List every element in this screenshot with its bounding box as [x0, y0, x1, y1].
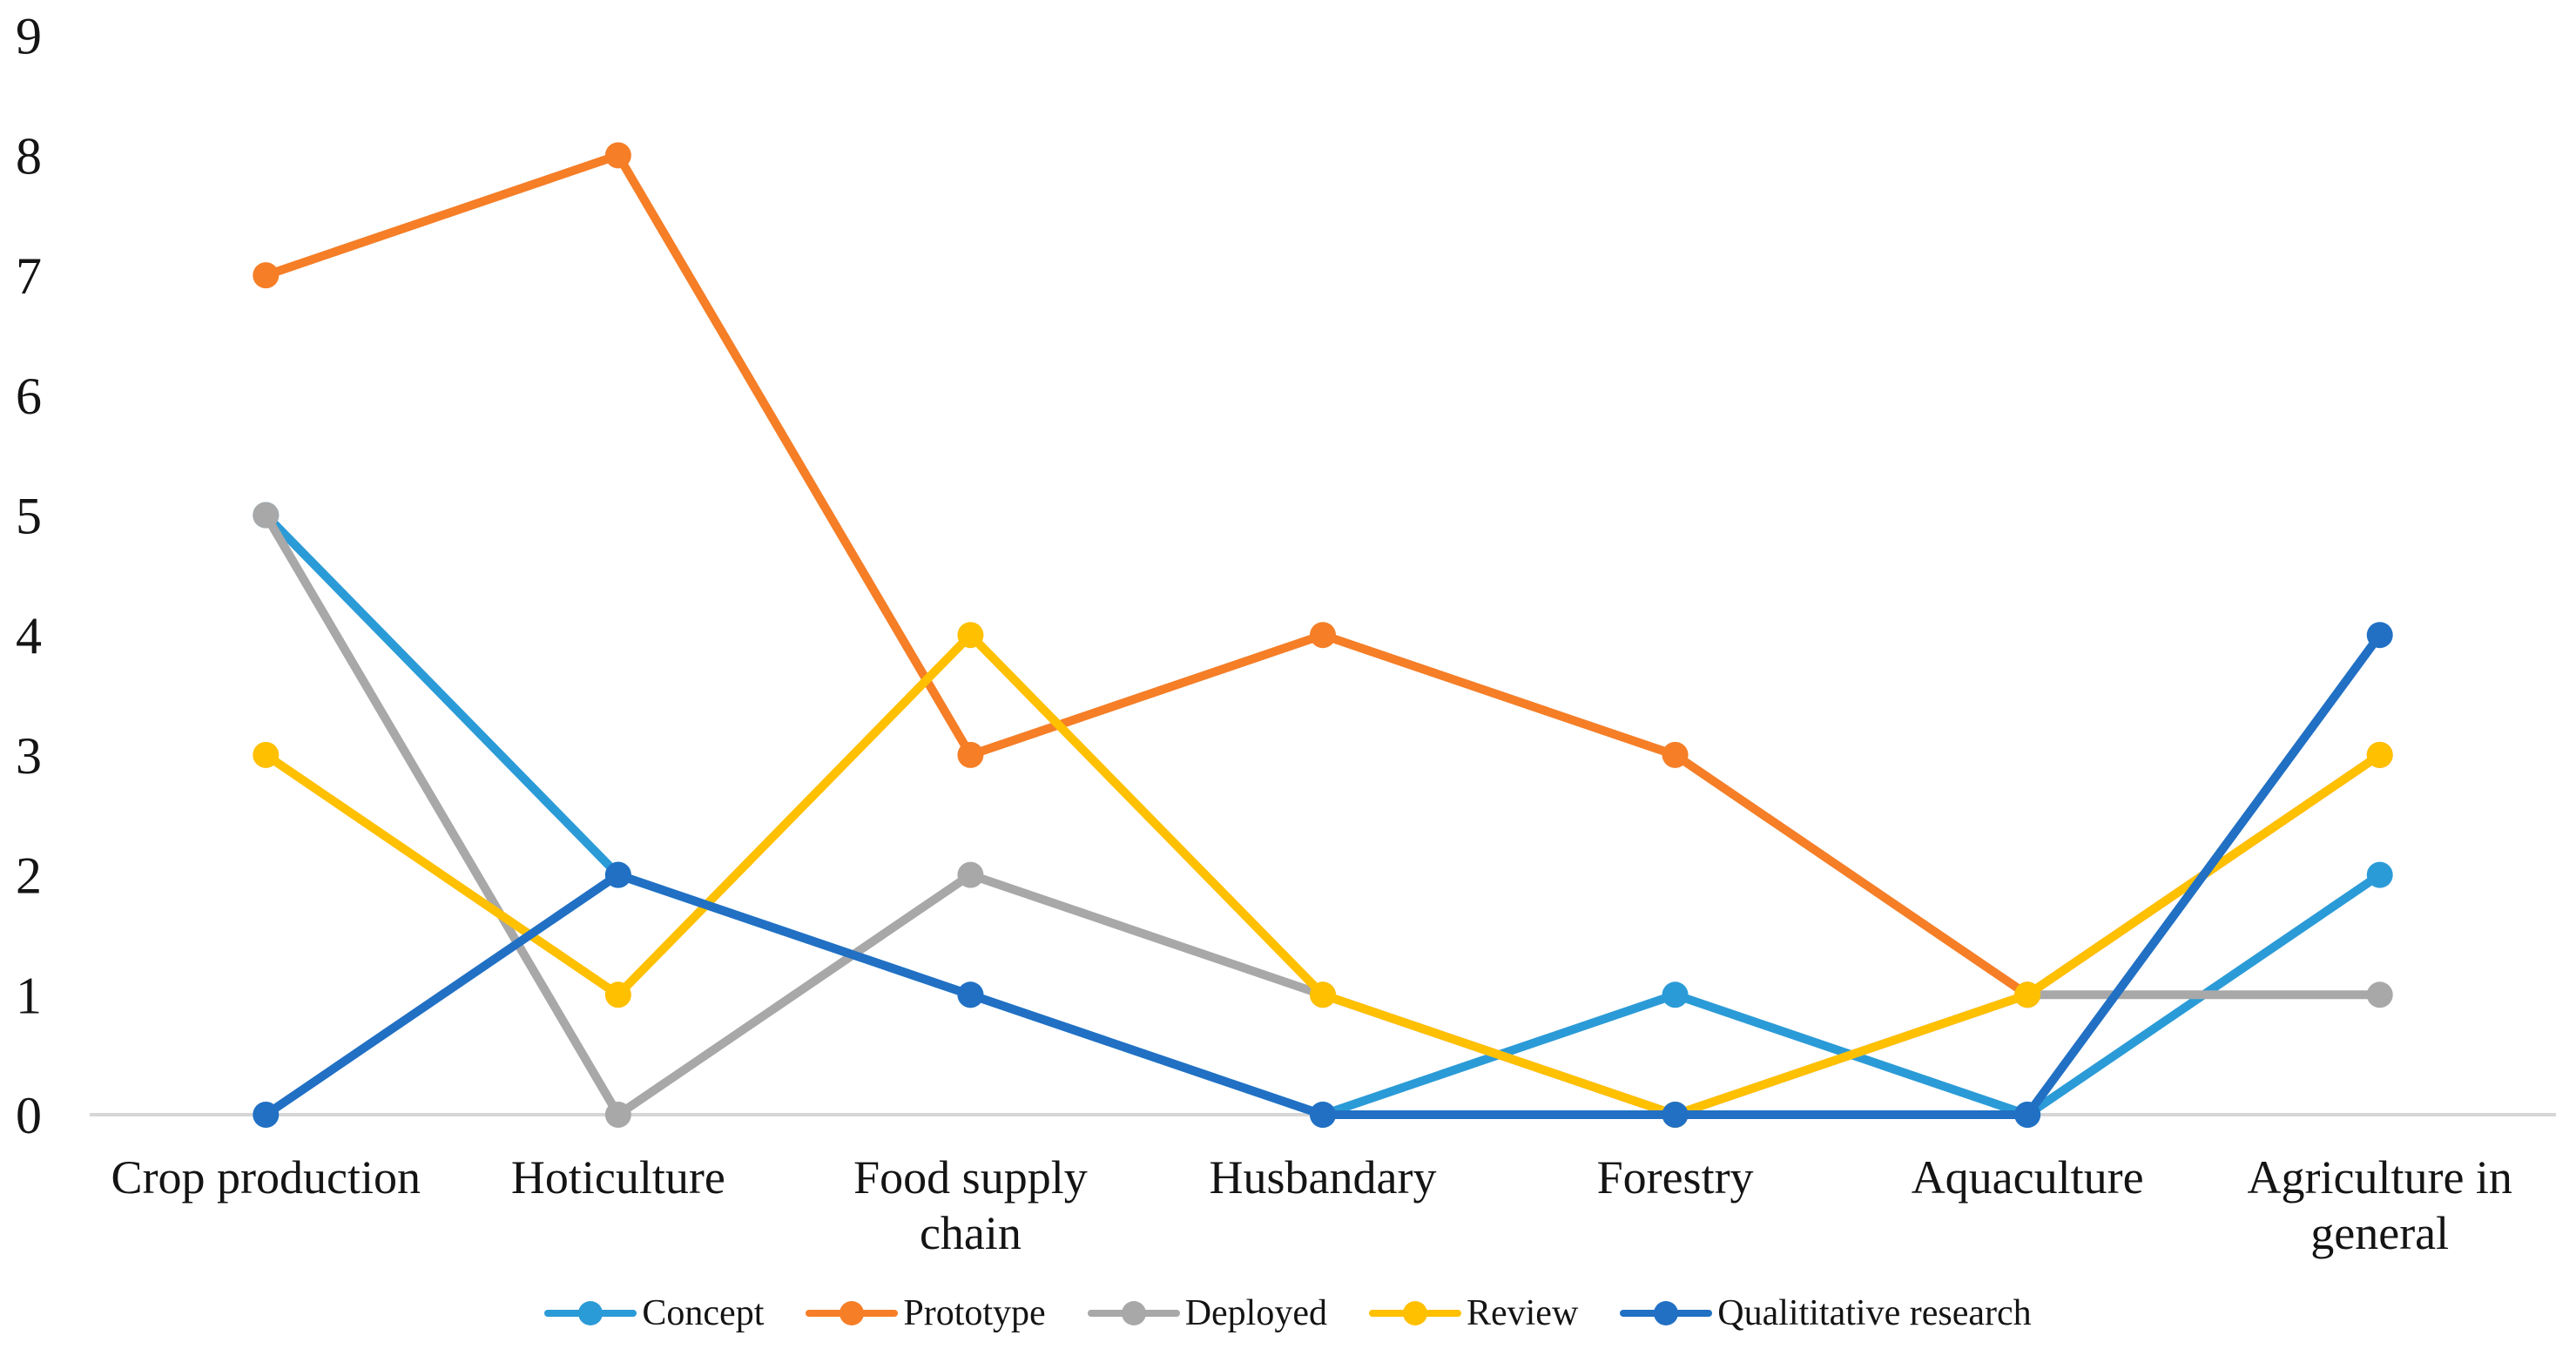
series-point-review-0	[253, 741, 280, 768]
chart-legend: Concept Prototype Deployed Review Qualititat…	[0, 1292, 2576, 1334]
series-point-concept-4	[1662, 981, 1689, 1008]
legend-marker-review-icon	[1368, 1301, 1461, 1325]
legend-marker-dot	[840, 1301, 865, 1325]
y-axis-tick-label: 6	[16, 368, 42, 425]
series-line-prototype	[261, 151, 2384, 1000]
y-axis-tick-label: 3	[16, 727, 42, 785]
series-point-qualititative-research-1	[604, 861, 631, 888]
y-axis-tick-label: 9	[16, 8, 42, 65]
legend-marker-dot	[1121, 1301, 1146, 1325]
y-axis-tick-label: 7	[16, 247, 42, 305]
series-point-prototype-4	[1662, 741, 1689, 768]
x-axis-category-label-line: Forestry	[1597, 1151, 1754, 1204]
series-line-qualititative-research	[261, 631, 2384, 1119]
series-point-qualititative-research-3	[1310, 1102, 1336, 1128]
x-axis-category-label-line: Hoticulture	[511, 1151, 725, 1204]
legend-marker-concept-icon	[544, 1301, 637, 1325]
series-point-review-2	[957, 622, 984, 649]
legend-label: Qualititative research	[1717, 1293, 2032, 1333]
series-point-qualititative-research-2	[957, 981, 984, 1008]
legend-label: Concept	[642, 1293, 765, 1333]
series-point-deployed-2	[957, 861, 984, 888]
series-line-review	[261, 631, 2384, 1119]
legend-item-concept: Concept	[544, 1292, 764, 1334]
x-axis-category-label: Agriculture in general	[2248, 1151, 2512, 1259]
series-point-deployed-0	[253, 502, 280, 529]
x-axis-category-label: Forestry	[1597, 1151, 1754, 1204]
series-point-review-1	[604, 981, 631, 1008]
x-axis-category-label: Food supply chain	[853, 1151, 1088, 1259]
x-axis-category-label: Crop production	[111, 1151, 421, 1204]
legend-item-qualititative-research: Qualititative research	[1620, 1292, 2032, 1334]
y-axis-tick-label: 4	[16, 607, 42, 664]
y-axis-tick-label: 1	[16, 967, 42, 1024]
x-axis-category-label: Hoticulture	[511, 1151, 725, 1204]
x-axis-category-label-line: Crop production	[111, 1151, 421, 1204]
series-point-concept-6	[2366, 861, 2393, 888]
legend-marker-dot	[1402, 1301, 1427, 1325]
legend-marker-deployed-icon	[1087, 1301, 1180, 1325]
x-axis-category-label-line: Agriculture in	[2248, 1151, 2512, 1204]
series-point-qualititative-research-6	[2366, 622, 2393, 649]
y-axis-tick-label: 2	[16, 847, 42, 905]
y-axis-tick-label: 5	[16, 488, 42, 545]
x-axis-category-label-line: chain	[920, 1207, 1022, 1259]
x-axis-category-label-line: Aquaculture	[1912, 1151, 2144, 1204]
series-point-deployed-6	[2366, 981, 2393, 1008]
legend-marker-prototype-icon	[806, 1301, 899, 1325]
series-point-review-5	[2014, 981, 2041, 1008]
series-point-qualititative-research-5	[2014, 1102, 2041, 1128]
series-point-prototype-1	[604, 142, 631, 169]
series-point-prototype-2	[957, 741, 984, 768]
series-point-prototype-3	[1310, 622, 1336, 649]
y-axis-tick-label: 8	[16, 127, 42, 185]
legend-marker-dot	[1654, 1301, 1679, 1325]
legend-item-prototype: Prototype	[806, 1292, 1046, 1334]
series-point-prototype-0	[253, 262, 280, 289]
series-line-concept	[261, 510, 2384, 1119]
x-axis-category-label: Husbandary	[1210, 1151, 1437, 1204]
x-axis-category-label-line: Husbandary	[1210, 1151, 1437, 1204]
legend-item-deployed: Deployed	[1087, 1292, 1327, 1334]
series-point-qualititative-research-0	[253, 1102, 280, 1128]
legend-marker-qualititative-research-icon	[1620, 1301, 1713, 1325]
legend-label: Prototype	[903, 1293, 1046, 1333]
series-point-review-3	[1310, 981, 1336, 1008]
x-axis-category-label-line: Food supply	[853, 1151, 1088, 1204]
y-axis-tick-label: 0	[16, 1087, 42, 1144]
series-point-deployed-1	[604, 1102, 631, 1128]
series-point-review-6	[2366, 741, 2393, 768]
series-point-qualititative-research-4	[1662, 1102, 1689, 1128]
legend-label: Review	[1466, 1293, 1579, 1333]
x-axis-category-label-line: general	[2310, 1207, 2449, 1259]
legend-item-review: Review	[1368, 1292, 1579, 1334]
legend-label: Deployed	[1184, 1293, 1327, 1333]
series-line-deployed	[261, 510, 2384, 1119]
legend-marker-dot	[578, 1301, 604, 1325]
x-axis-category-label: Aquaculture	[1912, 1151, 2144, 1204]
